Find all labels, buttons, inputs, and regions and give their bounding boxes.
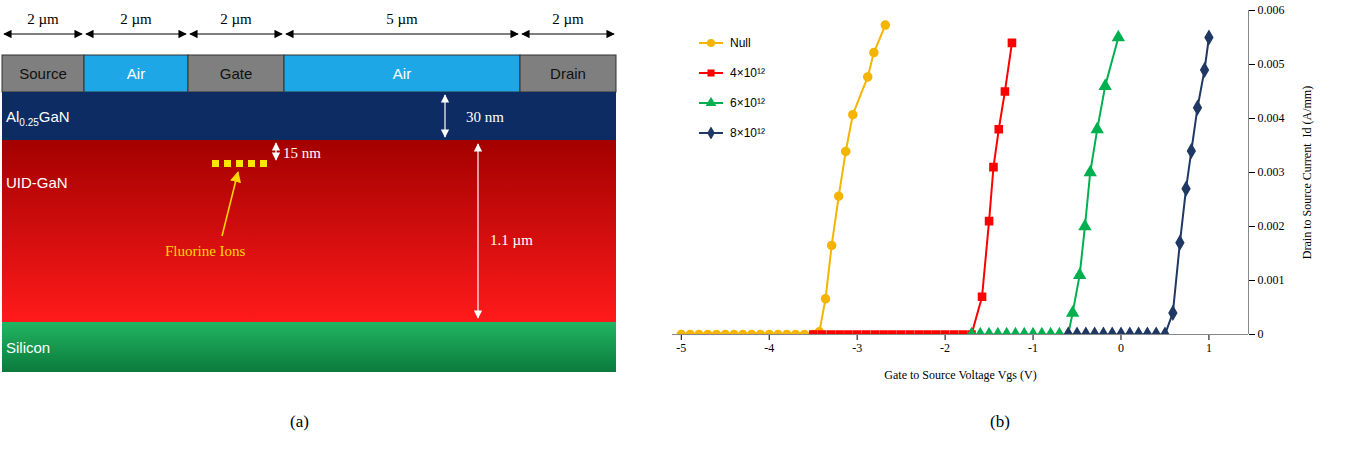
svg-text:0.005: 0.005 bbox=[1258, 57, 1285, 71]
svg-text:0.003: 0.003 bbox=[1258, 165, 1285, 179]
svg-text:0: 0 bbox=[1258, 327, 1264, 341]
svg-text:15 nm: 15 nm bbox=[283, 145, 321, 161]
svg-text:1.1 µm: 1.1 µm bbox=[490, 232, 533, 248]
svg-text:5 µm: 5 µm bbox=[386, 11, 418, 27]
svg-text:Air: Air bbox=[127, 65, 145, 82]
svg-text:Al0.25GaN: Al0.25GaN bbox=[6, 108, 70, 128]
svg-text:Gate to Source Voltage Vgs (V): Gate to Source Voltage Vgs (V) bbox=[884, 368, 1036, 382]
svg-text:UID-GaN: UID-GaN bbox=[6, 174, 68, 191]
svg-text:Gate: Gate bbox=[220, 65, 253, 82]
html-text:8×10¹²: 8×10¹² bbox=[730, 126, 765, 140]
svg-text:-5: -5 bbox=[676, 341, 686, 355]
html-text:6×10¹²: 6×10¹² bbox=[730, 96, 765, 110]
svg-text:-4: -4 bbox=[764, 341, 774, 355]
svg-text:Fluorine Ions: Fluorine Ions bbox=[165, 243, 246, 259]
svg-text:30 nm: 30 nm bbox=[466, 109, 504, 125]
svg-text:0.002: 0.002 bbox=[1258, 219, 1285, 233]
html-text:4×10¹²: 4×10¹² bbox=[730, 66, 765, 80]
svg-text:Drain to Source Current Id (A: Drain to Source Current Id (A/mm) bbox=[1300, 86, 1314, 259]
svg-text:2 µm: 2 µm bbox=[552, 11, 584, 27]
svg-text:0.006: 0.006 bbox=[1258, 3, 1285, 17]
svg-text:0: 0 bbox=[1118, 341, 1124, 355]
html-text:Null: Null bbox=[730, 36, 751, 50]
svg-text:-1: -1 bbox=[1028, 341, 1038, 355]
svg-text:1: 1 bbox=[1206, 341, 1212, 355]
svg-text:-2: -2 bbox=[940, 341, 950, 355]
svg-text:Drain: Drain bbox=[550, 65, 586, 82]
svg-text:Source: Source bbox=[19, 65, 67, 82]
svg-text:Air: Air bbox=[393, 65, 411, 82]
svg-text:0.001: 0.001 bbox=[1258, 273, 1285, 287]
svg-text:Silicon: Silicon bbox=[6, 339, 50, 356]
svg-text:2 µm: 2 µm bbox=[27, 11, 59, 27]
svg-text:-3: -3 bbox=[852, 341, 862, 355]
svg-text:2 µm: 2 µm bbox=[220, 11, 252, 27]
html-text:(b): (b) bbox=[990, 412, 1010, 431]
svg-text:0.004: 0.004 bbox=[1258, 111, 1285, 125]
svg-text:2 µm: 2 µm bbox=[120, 11, 152, 27]
html-text:(a): (a) bbox=[290, 412, 309, 431]
